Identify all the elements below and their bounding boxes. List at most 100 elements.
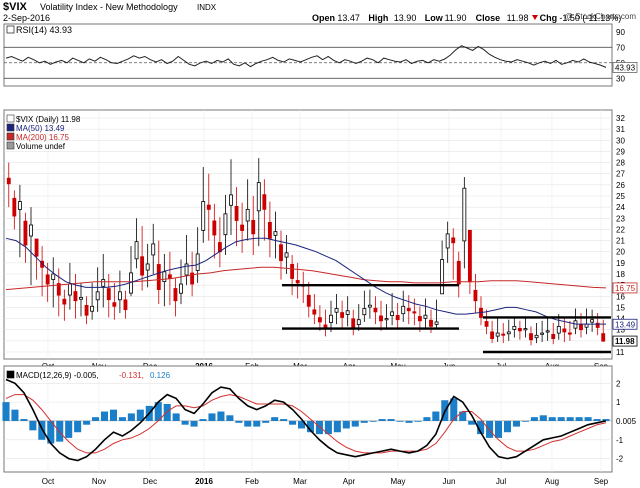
rsi-line bbox=[5, 45, 607, 68]
macd-histogram-bar bbox=[127, 413, 135, 421]
candle-body bbox=[390, 311, 395, 316]
price-last-label-box bbox=[612, 282, 638, 294]
candle-body bbox=[162, 271, 167, 282]
candle-body bbox=[329, 314, 333, 323]
watermark: @ StockCharts.com bbox=[565, 12, 637, 21]
quote-value: 13.47 bbox=[337, 13, 360, 23]
macd-histogram-bar bbox=[593, 419, 601, 421]
candle-body bbox=[362, 308, 367, 316]
macd-histogram-bar bbox=[235, 420, 243, 423]
macd-histogram-bar bbox=[306, 420, 315, 433]
macd-histogram-bar bbox=[557, 417, 565, 421]
macd-histogram-bar bbox=[65, 420, 73, 438]
candle-body bbox=[51, 273, 56, 280]
price-tick-label: 13 bbox=[616, 326, 625, 335]
macd-histogram-bar bbox=[333, 420, 341, 433]
ma200-line bbox=[5, 266, 607, 291]
macd-histogram-bar bbox=[226, 415, 234, 421]
candle-body bbox=[134, 241, 139, 260]
macd-histogram-bar bbox=[253, 420, 261, 427]
rsi-tick-label: 70 bbox=[616, 43, 625, 52]
macd-histogram-bar bbox=[539, 415, 547, 421]
macd-histogram-bar bbox=[199, 419, 207, 421]
candle-body bbox=[340, 312, 345, 318]
candle-body bbox=[484, 321, 489, 327]
price-legend-label: MA(200) 16.75 bbox=[16, 133, 69, 142]
candle-body bbox=[123, 299, 128, 311]
candle-body bbox=[506, 331, 511, 335]
macd-histogram-bar bbox=[512, 420, 520, 427]
macd-legend: MACD(12,26,9) -0.005, -0.131, 0.126 bbox=[6, 370, 171, 380]
price-legend-label: $VIX (Daily) 11.98 bbox=[16, 115, 81, 124]
price-tick-label: 32 bbox=[616, 114, 625, 123]
macd-tick-label: 1 bbox=[616, 398, 621, 407]
macd-tick-label: 2 bbox=[616, 379, 621, 388]
price-last-label-box bbox=[612, 318, 638, 330]
chart-header: $VIX Volatility Index - New Methodology … bbox=[3, 1, 636, 23]
month-label: Nov bbox=[92, 477, 106, 486]
month-axis-bottom: Oct Nov Dec 2016 Feb Mar Apr May Jun Jul Aug Sep bbox=[42, 477, 609, 486]
candle-body bbox=[240, 224, 245, 231]
chart-date: 2-Sep-2016 bbox=[3, 13, 50, 23]
macd-histogram-bar bbox=[289, 420, 297, 425]
macd-histogram-bar bbox=[342, 420, 350, 429]
price-last-label: 16.75 bbox=[615, 284, 636, 293]
symbol-label: $VIX bbox=[3, 1, 28, 13]
macd-histogram-bar bbox=[369, 420, 377, 422]
macd-legend-label: MACD(12,26,9) -0.005, bbox=[16, 371, 99, 380]
price-panel: 3231302928272625242322212019181716151413… bbox=[3, 109, 638, 360]
macd-histogram-bar bbox=[459, 411, 467, 421]
macd-histogram-bar bbox=[387, 419, 395, 421]
candle-body bbox=[212, 220, 217, 236]
candle-body bbox=[167, 274, 172, 279]
macd-histogram-bar bbox=[360, 420, 368, 423]
candle-body bbox=[373, 307, 378, 313]
month-label: Aug bbox=[545, 477, 559, 486]
macd-histogram-bar bbox=[396, 420, 404, 422]
candle-body bbox=[190, 272, 195, 285]
candle-body bbox=[23, 220, 28, 246]
support-resistance-lines bbox=[282, 283, 611, 354]
candle-body bbox=[395, 314, 400, 321]
month-label: Feb bbox=[245, 477, 259, 486]
candle-body bbox=[467, 229, 472, 283]
candle-body bbox=[140, 256, 145, 276]
candle-body bbox=[117, 291, 122, 301]
quote-value: 13.90 bbox=[394, 13, 417, 23]
candle-body bbox=[34, 238, 39, 257]
macd-histogram-bar bbox=[477, 420, 485, 435]
macd-histogram-bar bbox=[181, 420, 189, 425]
candle-body bbox=[434, 321, 439, 325]
candle-body bbox=[579, 324, 583, 331]
price-tick-label: 21 bbox=[616, 237, 625, 246]
candle-body bbox=[112, 302, 117, 307]
candle-body bbox=[367, 304, 372, 308]
macd-histogram-bar bbox=[118, 417, 126, 421]
rsi-legend-swatch bbox=[6, 25, 15, 34]
candle-body bbox=[284, 252, 289, 258]
candle-body bbox=[551, 333, 556, 340]
candle-body bbox=[245, 208, 250, 222]
quote-line: Open 13.47 High 13.90 Low 11.90 Close 11.98 Chg -… bbox=[312, 13, 621, 23]
candle-body bbox=[512, 325, 517, 330]
price-tick-label: 18 bbox=[616, 270, 625, 279]
candle-body bbox=[201, 201, 206, 231]
candle-body bbox=[295, 280, 300, 284]
candle-body bbox=[173, 288, 178, 302]
price-tick-label: 23 bbox=[616, 214, 625, 223]
candle-body bbox=[279, 244, 283, 262]
quote-label: Open bbox=[312, 13, 335, 23]
macd-histogram-bar bbox=[190, 420, 198, 427]
candle-body bbox=[501, 333, 506, 336]
price-frame bbox=[3, 109, 613, 360]
macd-histogram-bar bbox=[378, 419, 386, 421]
macd-histogram-bar bbox=[92, 417, 100, 421]
candle-body bbox=[556, 325, 561, 334]
macd-histogram-bar bbox=[566, 417, 574, 421]
macd-signal-line bbox=[5, 394, 607, 454]
month-label: May bbox=[390, 477, 405, 486]
candle-body bbox=[79, 296, 83, 300]
rsi-legend: RSI(14) 43.93 bbox=[6, 25, 72, 35]
quote-value: 11.90 bbox=[445, 13, 467, 23]
